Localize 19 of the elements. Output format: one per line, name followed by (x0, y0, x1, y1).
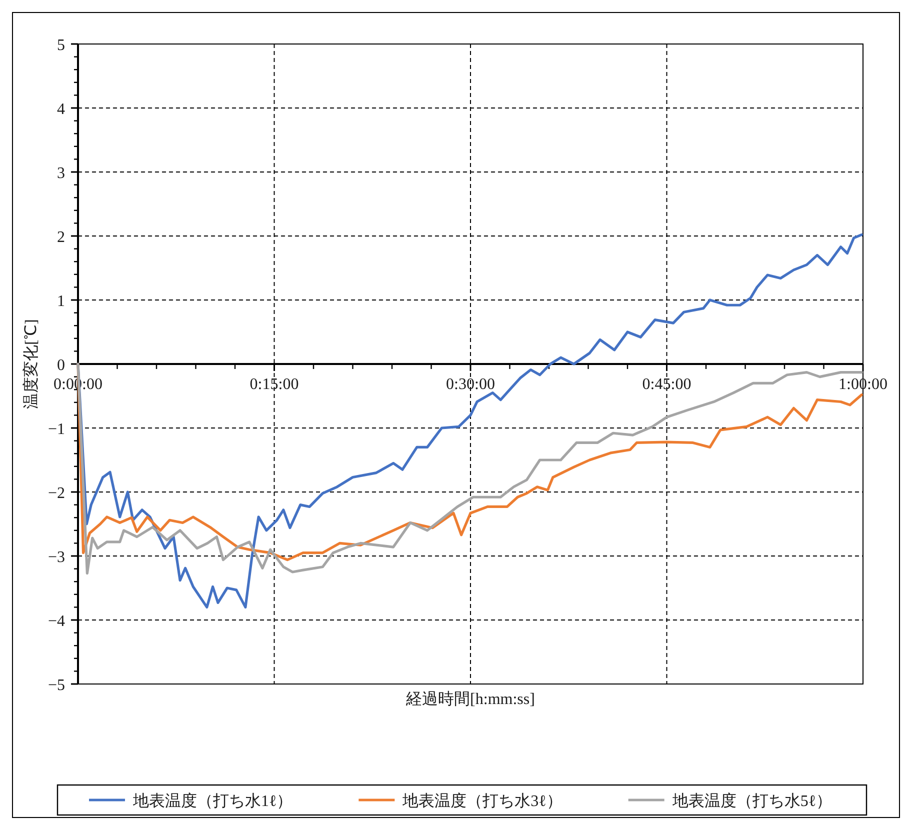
legend-label: 地表温度（打ち水1ℓ） (132, 792, 293, 810)
y-tick-label: −4 (48, 613, 65, 630)
y-tick-label: 2 (57, 229, 65, 246)
y-tick-label: −5 (48, 677, 65, 694)
y-tick-label: 1 (57, 293, 65, 310)
x-tick-label: 0:30:00 (446, 376, 495, 393)
legend-label: 地表温度（打ち水5ℓ） (671, 792, 832, 810)
y-tick-label: 0 (57, 357, 65, 374)
y-tick-label: −3 (48, 549, 65, 566)
x-tick-label: 0:15:00 (250, 376, 299, 393)
y-axis-title: 温度変化[℃] (22, 319, 40, 409)
y-tick-label: −2 (48, 485, 65, 502)
y-tick-label: −1 (48, 421, 65, 438)
x-axis-title: 経過時間[h:mm:ss] (405, 690, 535, 708)
y-tick-label: 4 (57, 101, 65, 118)
y-tick-label: 5 (57, 37, 65, 54)
legend-label: 地表温度（打ち水3ℓ） (402, 792, 562, 810)
x-tick-label: 0:45:00 (642, 376, 692, 393)
y-tick-label: 3 (57, 165, 65, 182)
